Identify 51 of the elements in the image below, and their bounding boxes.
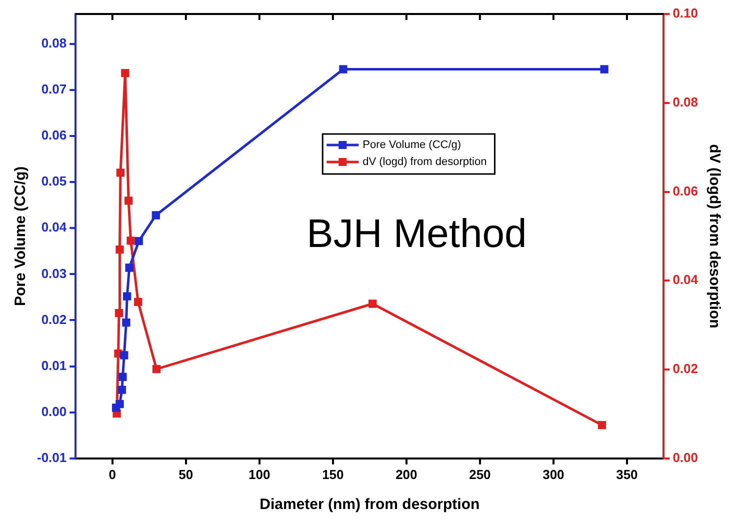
point — [125, 264, 134, 272]
point — [134, 298, 142, 306]
y-tick-label: 0.06 — [41, 128, 67, 143]
y-tick-label: 0.03 — [41, 266, 67, 281]
point — [152, 211, 160, 220]
point — [126, 236, 135, 245]
y2-tick-label: 0.06 — [672, 183, 698, 198]
x-tick-label: 50 — [178, 466, 194, 482]
point — [120, 351, 128, 360]
x-tick-label: 250 — [469, 466, 491, 482]
y-tick-label: -0.01 — [36, 450, 67, 465]
annotation: BJH Method — [306, 212, 527, 256]
point — [116, 168, 125, 177]
y-axis-title: Pore Volume (CC/g) — [12, 166, 30, 306]
point — [134, 236, 143, 246]
point — [124, 196, 133, 205]
point — [121, 69, 130, 78]
point — [118, 372, 127, 381]
y-tick-label: 0.01 — [41, 358, 67, 373]
point — [116, 245, 124, 254]
y-tick-label: 0.02 — [41, 312, 67, 327]
y2-tick-label: 0.10 — [672, 6, 698, 21]
y-tick-label: 0.08 — [41, 36, 67, 51]
y2-tick-label: 0.04 — [672, 272, 699, 288]
x-tick-label: 300 — [542, 466, 564, 482]
point — [600, 65, 608, 74]
x-tick-label: 350 — [616, 466, 638, 482]
point — [339, 65, 348, 74]
y2-axis-title: dV (logd) from desorption — [706, 144, 723, 328]
point — [598, 420, 606, 430]
y-tick-label: 0.07 — [41, 82, 67, 97]
x-tick-label: 100 — [248, 466, 270, 482]
y-tick-label: 0.05 — [41, 174, 67, 189]
point — [368, 300, 377, 308]
legend-label: dV (logd) from desorption — [362, 156, 487, 168]
point — [123, 292, 132, 300]
point — [118, 386, 126, 394]
point — [152, 364, 161, 374]
y2-tick-label: 0.02 — [672, 361, 698, 376]
legend-label: Pore Volume (CC/g) — [362, 139, 462, 152]
x-tick-label: 150 — [322, 466, 344, 482]
point — [114, 309, 124, 318]
x-tick-label: 0 — [108, 466, 116, 482]
y2-tick-label: 0.00 — [672, 450, 698, 465]
point — [116, 400, 124, 408]
y-tick-label: 0.00 — [41, 404, 67, 419]
point — [122, 318, 130, 327]
x-tick-label: 200 — [396, 466, 418, 482]
y-tick-label: 0.04 — [41, 220, 68, 235]
y2-tick-label: 0.08 — [672, 94, 698, 110]
x-axis-title: Diameter (nm) from desorption — [260, 496, 480, 514]
